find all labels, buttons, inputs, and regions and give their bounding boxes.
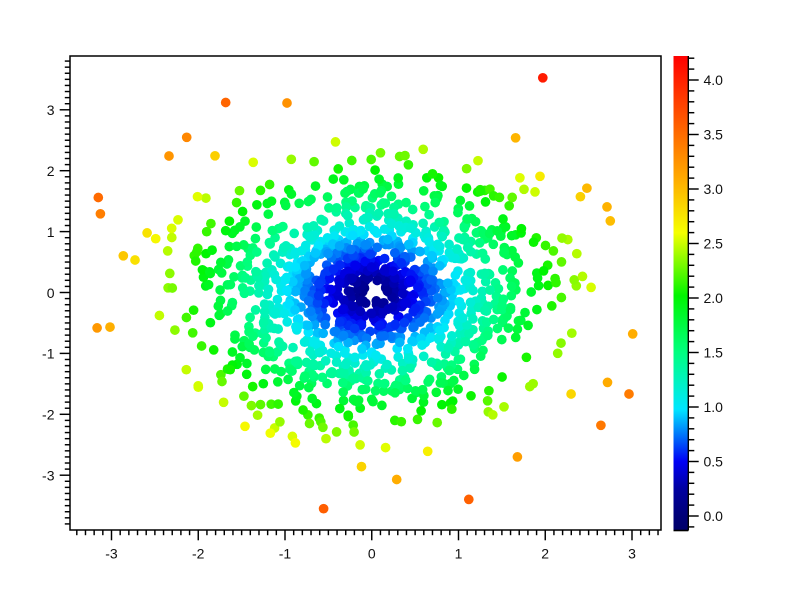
svg-text:3: 3 bbox=[47, 102, 55, 118]
svg-text:3.0: 3.0 bbox=[704, 181, 724, 197]
svg-text:-1: -1 bbox=[42, 346, 55, 362]
svg-text:-3: -3 bbox=[105, 546, 118, 562]
svg-text:2: 2 bbox=[47, 163, 55, 179]
svg-text:-1: -1 bbox=[279, 546, 292, 562]
svg-text:1.0: 1.0 bbox=[704, 399, 724, 415]
svg-text:1: 1 bbox=[455, 546, 463, 562]
svg-text:3: 3 bbox=[628, 546, 636, 562]
svg-text:2.0: 2.0 bbox=[704, 290, 724, 306]
svg-text:1.5: 1.5 bbox=[704, 344, 724, 360]
svg-text:0: 0 bbox=[47, 285, 55, 301]
svg-text:-2: -2 bbox=[192, 546, 205, 562]
svg-text:0: 0 bbox=[368, 546, 376, 562]
svg-text:2: 2 bbox=[541, 546, 549, 562]
svg-text:1: 1 bbox=[47, 224, 55, 240]
svg-text:3.5: 3.5 bbox=[704, 126, 724, 142]
svg-text:-3: -3 bbox=[42, 468, 55, 484]
svg-text:0.5: 0.5 bbox=[704, 453, 724, 469]
svg-text:0.0: 0.0 bbox=[704, 508, 724, 524]
svg-text:-2: -2 bbox=[42, 407, 55, 423]
svg-text:4.0: 4.0 bbox=[704, 72, 724, 88]
svg-text:2.5: 2.5 bbox=[704, 235, 724, 251]
